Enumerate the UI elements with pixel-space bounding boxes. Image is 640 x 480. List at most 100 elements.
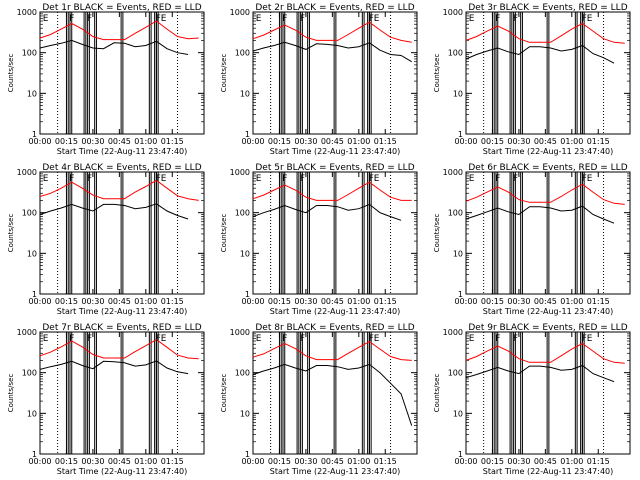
y-tick-label: 100 xyxy=(22,369,37,378)
flag-marker: F xyxy=(87,174,92,184)
x-tick-label: 01:15 xyxy=(161,457,184,466)
y-tick-label: 100 xyxy=(235,209,250,218)
y-axis-label: Counts/sec xyxy=(220,374,228,413)
x-tick-label: 00:30 xyxy=(507,297,530,306)
y-axis-label: Counts/sec xyxy=(433,214,441,253)
x-tick-label: 01:00 xyxy=(347,297,370,306)
x-tick-label: 00:00 xyxy=(241,457,264,466)
x-tick-label: 00:45 xyxy=(108,297,131,306)
y-tick-label: 10 xyxy=(240,249,250,258)
x-tick-label: 00:45 xyxy=(321,137,344,146)
x-axis-label: Start Time (22-Aug-11 23:47:40) xyxy=(483,147,614,156)
flag-marker: E xyxy=(469,334,475,344)
events-series-line xyxy=(39,203,189,220)
flag-marker: FE xyxy=(369,334,380,344)
y-tick-label: 1 xyxy=(32,290,37,299)
y-tick-label: 1000 xyxy=(17,168,37,177)
events-series-line xyxy=(39,360,189,375)
flag-marker: F xyxy=(300,334,305,344)
flag-marker: FE xyxy=(156,334,167,344)
flag-marker: FE xyxy=(156,14,167,24)
y-tick-label: 10 xyxy=(27,89,37,98)
events-series-line xyxy=(39,39,189,55)
flag-marker: F xyxy=(513,14,518,24)
x-tick-label: 00:15 xyxy=(481,457,504,466)
x-tick-label: 00:00 xyxy=(28,137,51,146)
flag-marker: F xyxy=(69,334,74,344)
x-tick-label: 00:15 xyxy=(268,137,291,146)
events-series-line xyxy=(252,363,413,426)
x-tick-label: 00:00 xyxy=(28,457,51,466)
events-series-line xyxy=(465,44,615,64)
flag-marker: F xyxy=(513,334,518,344)
x-tick-label: 01:00 xyxy=(347,457,370,466)
y-tick-label: 10 xyxy=(453,89,463,98)
x-tick-label: 00:00 xyxy=(28,297,51,306)
flag-marker: FE xyxy=(582,174,593,184)
x-tick-label: 00:30 xyxy=(507,137,530,146)
panel-title: Det 2r BLACK = Events, RED = LLD xyxy=(255,3,414,13)
flag-marker: FE xyxy=(369,174,380,184)
y-tick-label: 1000 xyxy=(230,8,250,17)
detector-panel-5: Det 5r BLACK = Events, RED = LLD 1 10 100 10… xyxy=(220,163,418,316)
y-tick-label: 1000 xyxy=(443,8,463,17)
x-tick-label: 00:00 xyxy=(241,297,264,306)
flag-marker: F xyxy=(495,174,500,184)
x-tick-label: 00:45 xyxy=(534,297,557,306)
x-tick-label: 00:45 xyxy=(321,457,344,466)
flag-marker: F xyxy=(69,174,74,184)
y-axis-label: Counts/sec xyxy=(433,374,441,413)
y-tick-label: 100 xyxy=(235,369,250,378)
events-series-line xyxy=(252,41,412,63)
y-tick-label: 1000 xyxy=(443,168,463,177)
y-tick-label: 100 xyxy=(22,209,37,218)
x-tick-label: 00:30 xyxy=(507,457,530,466)
events-series-line xyxy=(252,203,402,221)
x-tick-label: 00:45 xyxy=(534,457,557,466)
plot-frame xyxy=(465,171,631,295)
x-tick-label: 00:15 xyxy=(268,457,291,466)
flag-marker: FE xyxy=(369,14,380,24)
x-tick-label: 01:00 xyxy=(347,137,370,146)
flag-marker: F xyxy=(495,334,500,344)
panel-title: Det 3r BLACK = Events, RED = LLD xyxy=(468,3,627,13)
plot-frame xyxy=(39,331,205,455)
y-axis-label: Counts/sec xyxy=(7,214,15,253)
panel-title: Det 5r BLACK = Events, RED = LLD xyxy=(255,163,414,173)
x-tick-label: 01:00 xyxy=(560,137,583,146)
x-tick-label: 01:00 xyxy=(134,457,157,466)
plot-frame xyxy=(465,331,631,455)
flag-marker: E xyxy=(256,14,262,24)
flag-marker: F xyxy=(495,14,500,24)
x-tick-label: 00:30 xyxy=(81,137,104,146)
x-axis-label: Start Time (22-Aug-11 23:47:40) xyxy=(270,467,401,476)
y-axis-label: Counts/sec xyxy=(220,54,228,93)
x-tick-label: 01:00 xyxy=(134,137,157,146)
lld-series-line xyxy=(465,22,625,44)
y-axis-label: Counts/sec xyxy=(7,374,15,413)
flag-marker: F xyxy=(87,334,92,344)
x-tick-label: 00:45 xyxy=(108,457,131,466)
flag-marker: E xyxy=(256,174,262,184)
flag-marker: FE xyxy=(156,174,167,184)
y-tick-label: 1 xyxy=(245,290,250,299)
flag-marker: F xyxy=(282,174,287,184)
x-tick-label: 00:15 xyxy=(55,457,78,466)
lld-series-line xyxy=(465,183,625,205)
detector-panel-6: Det 6r BLACK = Events, RED = LLD 1 10 100 10… xyxy=(433,163,631,316)
x-axis-label: Start Time (22-Aug-11 23:47:40) xyxy=(483,307,614,316)
plot-frame xyxy=(465,11,631,135)
y-tick-label: 1000 xyxy=(443,328,463,337)
panel-title: Det 1r BLACK = Events, RED = LLD xyxy=(42,3,201,13)
y-tick-label: 1000 xyxy=(17,8,37,17)
flag-marker: FE xyxy=(582,334,593,344)
y-tick-label: 10 xyxy=(240,409,250,418)
detector-panel-8: Det 8r BLACK = Events, RED = LLD 1 10 100 10… xyxy=(220,323,418,476)
x-tick-label: 00:30 xyxy=(294,137,317,146)
x-tick-label: 01:15 xyxy=(374,457,397,466)
y-tick-label: 1 xyxy=(458,450,463,459)
flag-marker: E xyxy=(469,174,475,184)
x-axis-label: Start Time (22-Aug-11 23:47:40) xyxy=(57,467,188,476)
x-tick-label: 01:15 xyxy=(587,457,610,466)
flag-marker: F xyxy=(282,334,287,344)
